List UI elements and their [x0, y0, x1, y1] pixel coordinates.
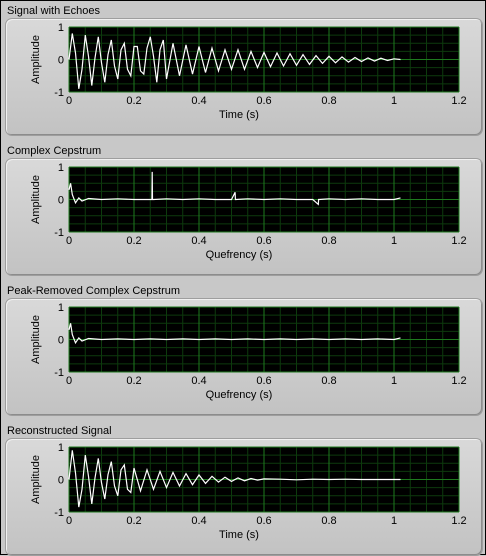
- x-axis-label: Time (s): [219, 529, 259, 541]
- x-tick-label: 0.4: [191, 375, 206, 387]
- x-tick-label: 1: [391, 235, 397, 247]
- x-tick-label: 0: [66, 235, 72, 247]
- y-tick-label: 0: [58, 55, 64, 67]
- y-tick-label: -1: [54, 227, 64, 239]
- x-tick-label: 0.2: [126, 235, 141, 247]
- x-tick-label: 0: [66, 515, 72, 527]
- x-tick-label: 0.8: [321, 235, 336, 247]
- x-tick-label: 0.2: [126, 375, 141, 387]
- y-tick-label: -1: [54, 507, 64, 519]
- y-axis-label: Amplitude: [30, 35, 42, 84]
- x-tick-label: 0.6: [256, 95, 271, 107]
- x-tick-label: 1.2: [451, 375, 466, 387]
- y-tick-label: -1: [54, 87, 64, 99]
- plot-title-peak-removed-cepstrum: Peak-Removed Complex Cepstrum: [7, 285, 181, 297]
- plot-title-reconstructed-signal: Reconstructed Signal: [7, 425, 112, 437]
- y-tick-label: -1: [54, 367, 64, 379]
- x-tick-label: 1: [391, 375, 397, 387]
- x-tick-label: 0: [66, 375, 72, 387]
- x-tick-label: 0.8: [321, 95, 336, 107]
- y-tick-label: 1: [58, 302, 64, 314]
- y-tick-label: 0: [58, 195, 64, 207]
- x-tick-label: 0: [66, 95, 72, 107]
- signal-trace: [68, 450, 401, 508]
- x-axis-label: Quefrency (s): [206, 249, 273, 261]
- x-tick-label: 0.2: [126, 515, 141, 527]
- signal-trace: [68, 33, 401, 89]
- x-tick-label: 0.6: [256, 375, 271, 387]
- x-tick-label: 0.4: [191, 235, 206, 247]
- y-tick-label: 1: [58, 162, 64, 174]
- x-tick-label: 0.4: [191, 515, 206, 527]
- y-tick-label: 0: [58, 335, 64, 347]
- signal-trace: [68, 171, 401, 206]
- y-tick-label: 1: [58, 22, 64, 34]
- x-tick-label: 0.6: [256, 515, 271, 527]
- y-tick-label: 1: [58, 442, 64, 454]
- y-axis-label: Amplitude: [30, 455, 42, 504]
- plot-title-complex-cepstrum: Complex Cepstrum: [7, 145, 102, 157]
- y-axis-label: Amplitude: [30, 315, 42, 364]
- x-axis-label: Quefrency (s): [206, 389, 273, 401]
- plot-title-signal-with-echoes: Signal with Echoes: [7, 5, 100, 17]
- x-axis-label: Time (s): [219, 109, 259, 121]
- y-tick-label: 0: [58, 475, 64, 487]
- x-tick-label: 1: [391, 95, 397, 107]
- x-tick-label: 1: [391, 515, 397, 527]
- x-tick-label: 1.2: [451, 235, 466, 247]
- x-tick-label: 0.2: [126, 95, 141, 107]
- x-tick-label: 1.2: [451, 95, 466, 107]
- signal-trace: [68, 323, 401, 345]
- x-tick-label: 0.6: [256, 235, 271, 247]
- x-tick-label: 0.8: [321, 515, 336, 527]
- x-tick-label: 1.2: [451, 515, 466, 527]
- x-tick-label: 0.4: [191, 95, 206, 107]
- y-axis-label: Amplitude: [30, 175, 42, 224]
- x-tick-label: 0.8: [321, 375, 336, 387]
